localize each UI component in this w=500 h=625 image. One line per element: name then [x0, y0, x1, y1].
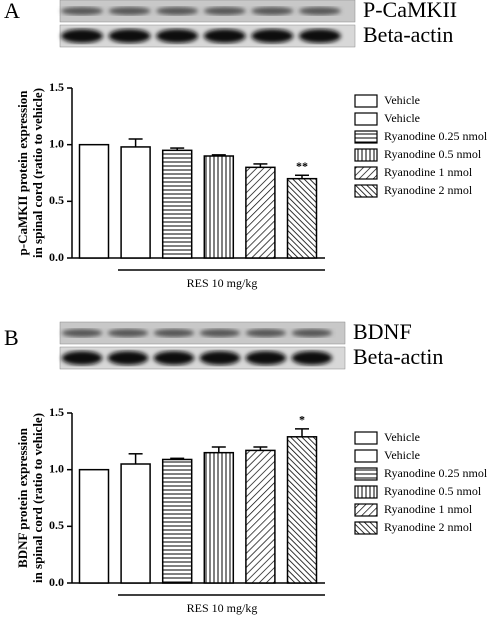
legend-label: Ryanodine 0.25 nmol	[384, 466, 488, 480]
blot-band	[245, 351, 287, 365]
legend-label: Vehicle	[384, 93, 420, 107]
legend-label: Vehicle	[384, 430, 420, 444]
blot-label: BDNF	[353, 319, 412, 344]
bar	[286, 177, 318, 259]
legend-label: Ryanodine 0.5 nmol	[384, 484, 482, 498]
panel-label: A	[4, 0, 20, 23]
bar	[161, 458, 193, 584]
legend-swatch	[354, 112, 378, 126]
blot-band	[153, 329, 195, 337]
blot-band	[108, 7, 151, 15]
blot-band	[156, 7, 199, 15]
group-label: RES 10 mg/kg	[187, 276, 258, 290]
blot-band	[107, 351, 149, 365]
bar	[78, 143, 110, 259]
y-axis-label: BDNF protein expression	[15, 427, 30, 568]
blot-band	[60, 29, 104, 43]
blot-band	[199, 329, 241, 337]
bar	[120, 146, 151, 259]
group-label: RES 10 mg/kg	[187, 601, 258, 615]
significance-mark: *	[299, 413, 305, 427]
y-tick-label: 1.0	[49, 136, 64, 150]
blot-band	[107, 329, 149, 337]
blot-band	[203, 29, 246, 43]
blot-band	[108, 29, 151, 43]
bar	[78, 468, 110, 584]
blot-band	[156, 29, 199, 43]
y-tick-label: 0.5	[49, 518, 64, 532]
legend-swatch	[354, 166, 378, 180]
y-tick-label: 0.5	[49, 193, 64, 207]
legend-label: Ryanodine 0.25 nmol	[384, 129, 488, 143]
blot-label: Beta-actin	[363, 22, 453, 47]
y-axis-label: p-CaMKII protein expression	[15, 90, 30, 256]
significance-mark: **	[296, 159, 308, 173]
blot-band	[61, 351, 103, 365]
legend-swatch	[354, 431, 378, 445]
legend-label: Ryanodine 0.5 nmol	[384, 147, 482, 161]
bar	[161, 149, 193, 259]
blot-band	[203, 7, 246, 15]
legend-swatch	[354, 449, 378, 463]
legend-label: Ryanodine 2 nmol	[384, 520, 473, 534]
y-tick-label: 1.0	[49, 461, 64, 475]
legend-label: Ryanodine 1 nmol	[384, 165, 473, 179]
legend-label: Vehicle	[384, 111, 420, 125]
legend-swatch	[354, 467, 378, 481]
blot-label: Beta-actin	[353, 344, 443, 369]
panel-label: B	[4, 325, 19, 350]
legend-swatch	[354, 184, 378, 198]
legend-swatch	[354, 521, 378, 535]
legend-swatch	[354, 485, 378, 499]
legend-swatch	[354, 94, 378, 108]
bar	[120, 463, 151, 584]
blot-band	[153, 351, 195, 365]
bar	[245, 166, 276, 259]
y-tick-label: 1.5	[49, 405, 64, 419]
blot-band	[291, 351, 333, 365]
y-axis-label: in spinal cord (ratio to vehicle)	[30, 413, 45, 583]
blot-label: P-CaMKII	[363, 0, 457, 22]
legend-label: Vehicle	[384, 448, 420, 462]
blot-band	[61, 329, 103, 337]
y-axis-label: in spinal cord (ratio to vehicle)	[30, 88, 45, 258]
legend-swatch	[354, 148, 378, 162]
blot-band	[199, 351, 241, 365]
legend-swatch	[354, 130, 378, 144]
legend-swatch	[354, 503, 378, 517]
blot-band	[298, 29, 341, 43]
bar	[245, 449, 276, 584]
legend-label: Ryanodine 1 nmol	[384, 502, 473, 516]
blot-band	[251, 7, 294, 15]
blot-band	[298, 7, 341, 15]
blot-band	[245, 329, 287, 337]
y-tick-label: 0.0	[49, 575, 64, 589]
y-tick-label: 0.0	[49, 250, 64, 264]
bar	[203, 155, 235, 259]
blot-band	[291, 329, 333, 337]
y-tick-label: 1.5	[49, 80, 64, 94]
bar	[203, 451, 235, 584]
bar	[286, 436, 318, 584]
blot-band	[251, 29, 294, 43]
legend-label: Ryanodine 2 nmol	[384, 183, 473, 197]
blot-band	[60, 7, 104, 15]
